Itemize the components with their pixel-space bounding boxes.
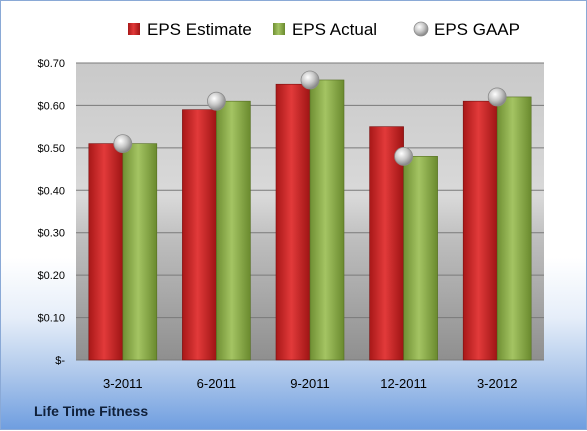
x-tick-label: 3-2011 (103, 376, 143, 391)
y-axis-ticks: $- $0.10 $0.20 $0.30 $0.40 $0.50 $0.60 $0.70 (37, 58, 65, 367)
legend-label: EPS Estimate (147, 20, 252, 39)
legend-label: EPS GAAP (434, 20, 520, 39)
x-tick-label: 6-2011 (197, 376, 237, 391)
y-tick-label: $0.60 (37, 100, 65, 112)
marker-eps-gaap (394, 146, 414, 166)
x-tick-label: 3-2012 (477, 376, 517, 391)
bar-eps-actual (216, 100, 251, 361)
x-axis-ticks: 3-2011 6-2011 9-2011 12-2011 3-2012 (103, 376, 517, 391)
marker-eps-gaap (487, 87, 507, 107)
legend: EPS Estimate EPS Actual EPS GAAP (128, 20, 520, 39)
bar-eps-estimate (462, 100, 498, 361)
bar-eps-estimate (182, 109, 217, 361)
x-tick-label: 12-2011 (380, 376, 427, 391)
marker-eps-gaap (113, 134, 133, 154)
bar-eps-actual (403, 156, 438, 361)
y-tick-label: $0.30 (37, 228, 65, 240)
bar-eps-estimate (88, 143, 124, 361)
marker-eps-gaap (206, 91, 226, 111)
legend-item-eps-estimate: EPS Estimate (128, 20, 252, 39)
legend-swatch (413, 21, 429, 37)
legend-swatch (128, 23, 140, 35)
legend-item-eps-actual: EPS Actual (273, 20, 377, 39)
bar-eps-actual (122, 143, 158, 361)
y-tick-label: $0.20 (37, 270, 65, 282)
y-tick-label: $0.50 (37, 143, 65, 155)
legend-label: EPS Actual (292, 20, 377, 39)
marker-eps-gaap (300, 70, 320, 90)
bar-eps-actual (309, 79, 345, 361)
y-tick-label: $0.40 (37, 185, 65, 197)
bars (88, 79, 532, 361)
gaap-markers (113, 70, 507, 166)
company-name: Life Time Fitness (34, 403, 149, 419)
legend-item-eps-gaap: EPS GAAP (413, 20, 520, 39)
bar-eps-actual (496, 96, 532, 361)
y-tick-label: $- (55, 355, 65, 367)
bar-eps-estimate (275, 83, 311, 361)
x-tick-label: 9-2011 (290, 376, 330, 391)
bar-eps-estimate (369, 126, 404, 361)
legend-swatch (273, 23, 285, 35)
y-tick-label: $0.70 (37, 58, 65, 70)
y-tick-label: $0.10 (37, 313, 65, 325)
